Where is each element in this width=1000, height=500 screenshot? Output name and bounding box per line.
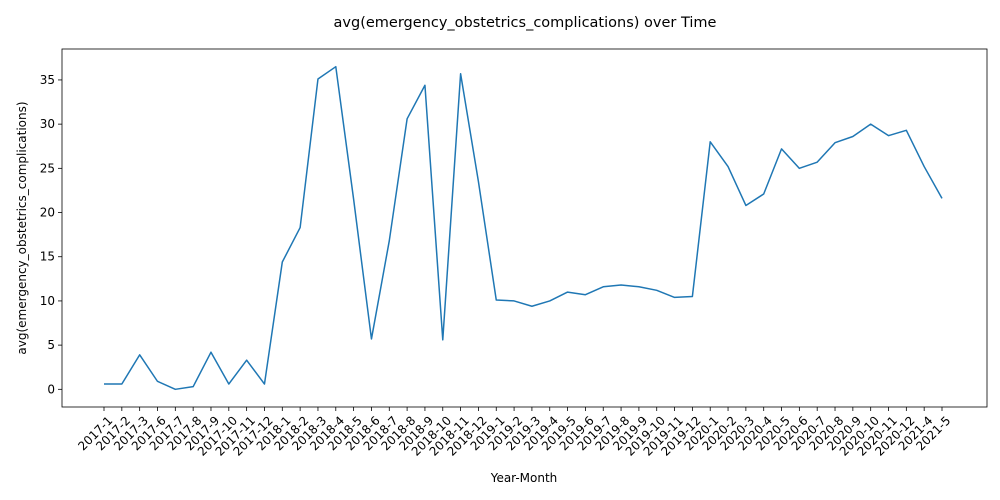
plot-area [61,48,988,408]
series-line [104,65,943,391]
x-axis-title: Year-Month [490,471,558,485]
y-axis-title: avg(emergency_obstetrics_complications) [15,101,29,354]
y-tick-label: 10 [40,294,55,308]
chart-title: avg(emergency_obstetrics_complications) … [334,15,717,31]
x-axis: 2017-12017-22017-32017-62017-72017-82017… [75,407,953,459]
y-tick-label: 15 [40,250,55,264]
y-tick-label: 30 [40,117,55,131]
y-axis: 0 5 10 15 20 25 30 35 [40,73,62,396]
y-tick-label: 25 [40,161,55,175]
y-tick-label: 20 [40,206,55,220]
plot-frame [61,48,988,408]
y-tick-label: 0 [47,382,55,396]
y-tick-label: 5 [47,338,55,352]
y-tick-label: 35 [40,73,55,87]
